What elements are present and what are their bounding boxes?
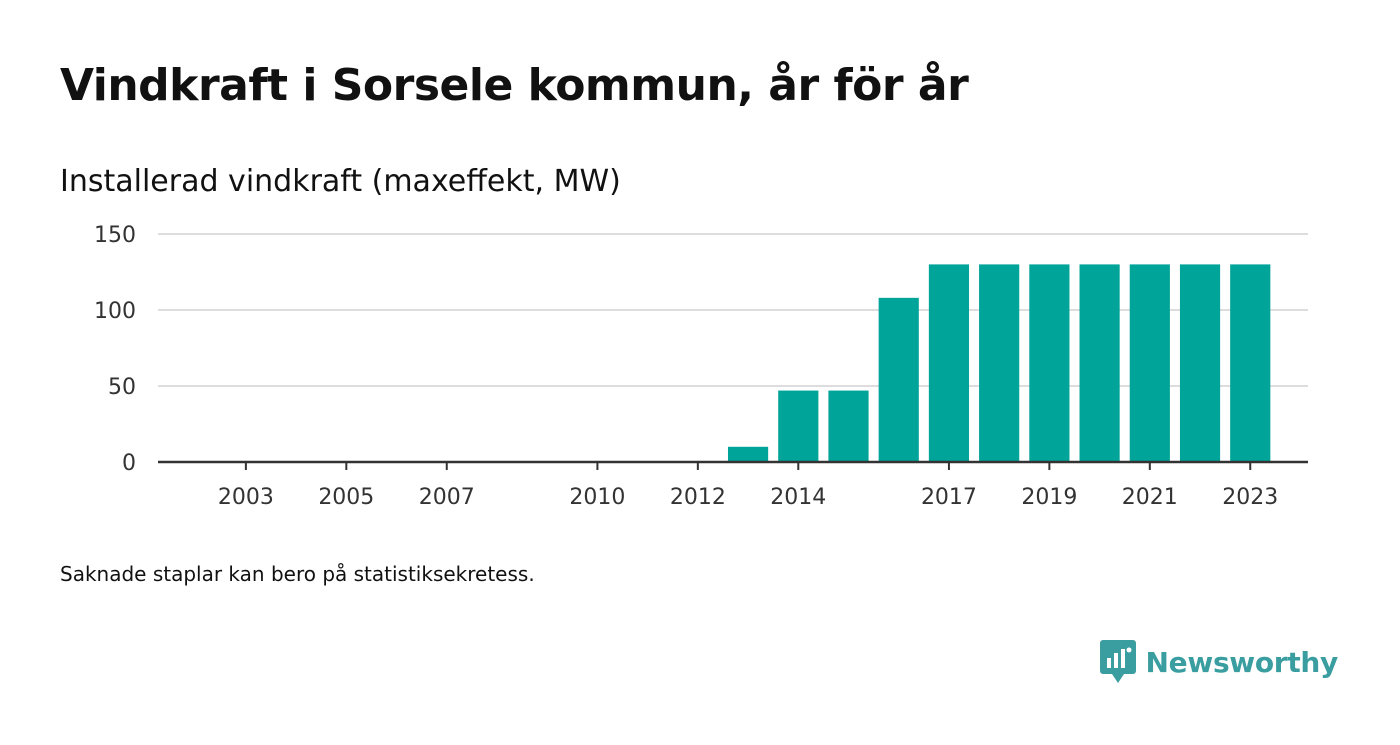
bar-2015 bbox=[828, 390, 869, 462]
bars bbox=[727, 264, 1271, 462]
axes: 0 50 100 150 2003 2005 2007 2010 2012 2014 2017 201… bbox=[94, 223, 1308, 510]
chart-title: Vindkraft i Sorsele kommun, år för år bbox=[60, 60, 969, 111]
bar-2016 bbox=[878, 297, 919, 462]
bar-2022 bbox=[1179, 264, 1221, 462]
x-tick-label: 2014 bbox=[770, 485, 826, 510]
bar-2017 bbox=[928, 264, 970, 462]
footnote: Saknade staplar kan bero på statistiksek… bbox=[60, 562, 535, 586]
bar-2019 bbox=[1029, 264, 1070, 462]
bar-2020 bbox=[1079, 264, 1120, 462]
newsworthy-logo-icon bbox=[1099, 640, 1136, 683]
bar-2018 bbox=[979, 264, 1020, 462]
x-tick-label: 2017 bbox=[921, 485, 977, 510]
x-tick-label: 2021 bbox=[1122, 485, 1178, 510]
bar-2021 bbox=[1129, 264, 1170, 462]
x-tick-label: 2010 bbox=[569, 485, 625, 510]
x-tick-label: 2005 bbox=[318, 485, 374, 510]
x-tick-label: 2023 bbox=[1222, 485, 1278, 510]
brand-logo: Newsworthy bbox=[1099, 640, 1339, 684]
chart-subtitle: Installerad vindkraft (maxeffekt, MW) bbox=[60, 164, 621, 199]
x-tick-label: 2012 bbox=[670, 485, 726, 510]
x-tick-label: 2019 bbox=[1021, 485, 1077, 510]
y-tick-label: 50 bbox=[108, 375, 136, 400]
brand-name: Newsworthy bbox=[1145, 645, 1339, 679]
y-tick-label: 150 bbox=[94, 223, 136, 248]
bar-2023 bbox=[1230, 264, 1271, 462]
x-tick-label: 2007 bbox=[419, 485, 475, 510]
bar-2014 bbox=[778, 390, 819, 462]
y-tick-label: 100 bbox=[94, 299, 136, 324]
bar-2013 bbox=[727, 446, 769, 462]
y-tick-label: 0 bbox=[122, 451, 136, 476]
x-tick-label: 2003 bbox=[218, 485, 274, 510]
